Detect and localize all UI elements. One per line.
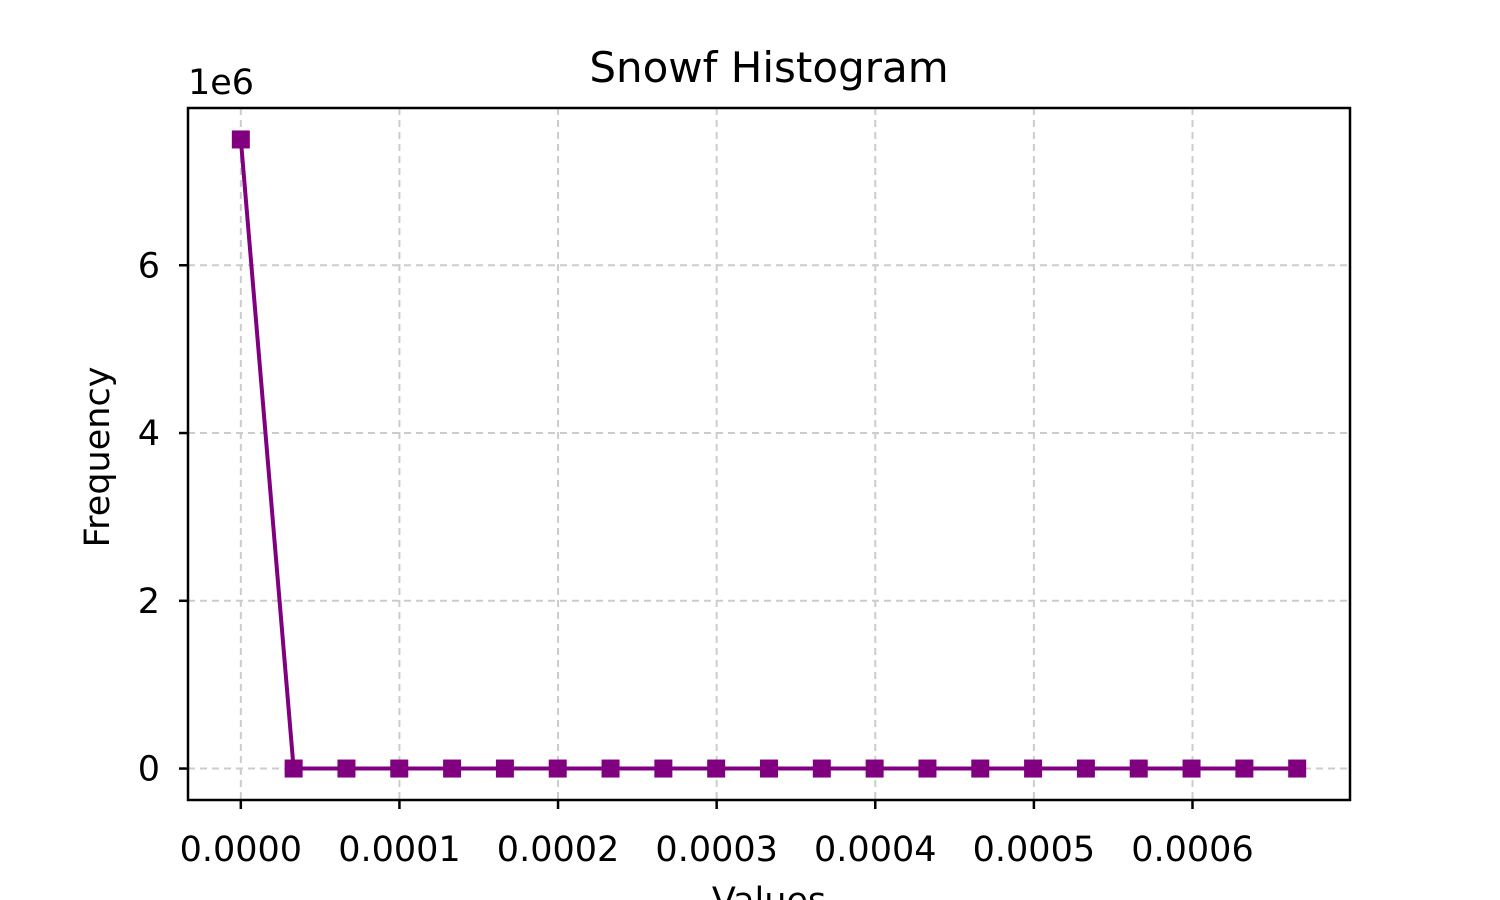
data-point-marker: [443, 759, 462, 778]
y-tick-label: 2: [138, 582, 160, 622]
data-point-marker: [337, 759, 356, 778]
data-point-marker: [1235, 759, 1254, 778]
data-point-marker: [812, 759, 831, 778]
data-point-marker: [707, 759, 726, 778]
x-axis-label: Values: [712, 881, 826, 900]
data-point-marker: [231, 130, 250, 149]
series-layer: [231, 130, 1307, 778]
x-tick-label: 0.0003: [655, 830, 777, 870]
y-tick-label: 0: [138, 750, 160, 790]
data-point-marker: [1288, 759, 1307, 778]
data-point-marker: [865, 759, 884, 778]
data-point-marker: [1182, 759, 1201, 778]
y-axis-label: Frequency: [78, 367, 118, 548]
y-tick-label: 6: [138, 246, 160, 286]
data-point-marker: [918, 759, 937, 778]
x-tick-label: 0.0000: [180, 830, 302, 870]
data-point-marker: [601, 759, 620, 778]
data-point-marker: [284, 759, 303, 778]
x-tick-label: 0.0001: [338, 830, 460, 870]
y-offset-label: 1e6: [188, 63, 254, 103]
data-point-marker: [760, 759, 778, 778]
tick-layer: 0.0000 0.0001 0.0002 0.0003 0.0004 0.0005 0.00…: [138, 246, 1254, 870]
data-point-marker: [390, 759, 409, 778]
data-point-marker: [1024, 759, 1043, 778]
data-point-marker: [971, 759, 990, 778]
x-tick-label: 0.0002: [497, 830, 619, 870]
data-point-marker: [1129, 759, 1148, 778]
data-point-marker: [1076, 759, 1095, 778]
x-tick-label: 0.0006: [1131, 830, 1253, 870]
data-point-marker: [548, 759, 567, 778]
data-point-marker: [654, 759, 673, 778]
plot-frame: [186, 106, 1352, 802]
x-tick-label: 0.0004: [814, 830, 936, 870]
chart-title: Snowf Histogram: [589, 43, 948, 92]
y-tick-label: 4: [138, 414, 160, 454]
data-point-marker: [495, 759, 514, 778]
x-tick-label: 0.0005: [973, 830, 1095, 870]
